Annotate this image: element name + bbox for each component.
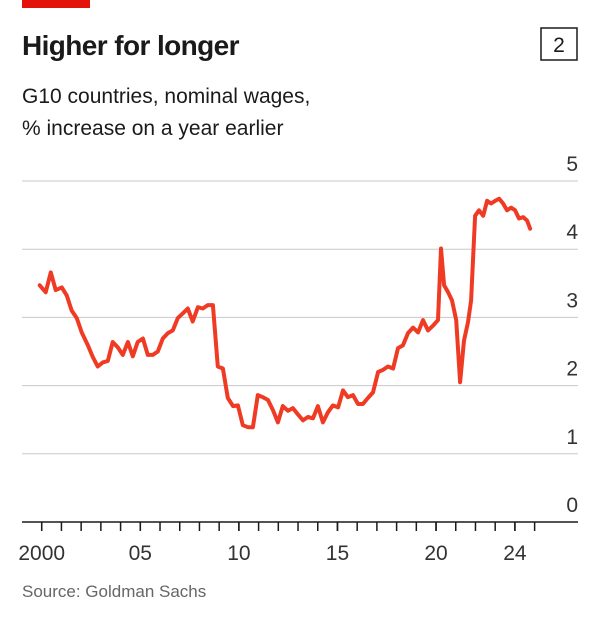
brand-bar	[22, 0, 90, 8]
x-tick-label: 24	[503, 542, 527, 565]
subtitle: % increase on a year earlier	[22, 117, 283, 140]
x-tick-label: 20	[424, 542, 447, 565]
x-tick-label: 05	[129, 542, 152, 565]
badge-box	[540, 27, 578, 61]
y-tick-label: 3	[566, 289, 578, 312]
y-tick-label: 4	[566, 221, 578, 244]
y-tick-label: 5	[566, 153, 578, 176]
data-line	[37, 196, 533, 430]
x-tick-label: 15	[326, 542, 349, 565]
subtitle: G10 countries, nominal wages,	[22, 85, 310, 108]
badge: 2	[553, 34, 565, 57]
y-tick-label: 2	[566, 358, 578, 381]
x-tick-label: 2000	[18, 542, 65, 565]
x-tick-label: 10	[227, 542, 250, 565]
chart-title: Higher for longer	[22, 30, 240, 61]
source: Source: Goldman Sachs	[22, 582, 206, 601]
y-tick-label: 1	[566, 426, 578, 449]
y-tick-label: 0	[566, 494, 578, 517]
